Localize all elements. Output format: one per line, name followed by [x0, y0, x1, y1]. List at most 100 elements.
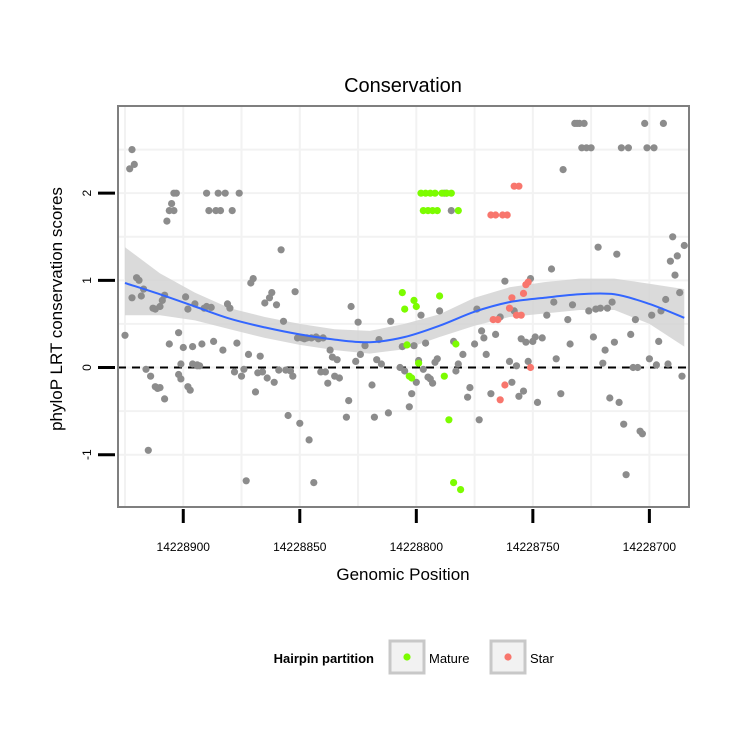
point-other: [620, 420, 628, 428]
point-other: [487, 390, 495, 398]
point-other: [135, 276, 143, 284]
point-other: [512, 362, 521, 370]
point-other: [198, 340, 206, 348]
x-tick-label: 14228700: [623, 540, 677, 554]
point-other: [587, 144, 595, 152]
point-other: [585, 307, 593, 315]
point-other: [601, 346, 609, 354]
point-other: [408, 390, 416, 398]
axes: 14228900 14228850 14228800 14228750 14228700…: [80, 190, 676, 554]
point-other: [373, 356, 381, 364]
point-other: [538, 334, 546, 342]
point-other: [384, 409, 392, 417]
panel-border: [117, 105, 690, 508]
point-mature: [452, 340, 460, 348]
point-other: [175, 329, 183, 337]
point-mature: [436, 292, 444, 300]
point-other: [547, 265, 556, 273]
point-other: [613, 250, 621, 258]
point-other: [624, 144, 633, 152]
legend: Hairpin partition Mature Star: [274, 639, 555, 675]
point-other: [203, 189, 211, 197]
point-other: [655, 337, 663, 345]
point-mature: [440, 372, 448, 380]
point-other: [233, 339, 241, 347]
point-other: [666, 257, 675, 265]
point-other: [333, 356, 341, 364]
point-other: [279, 317, 288, 325]
points-layer: [121, 119, 688, 494]
point-other: [335, 374, 343, 382]
point-other: [147, 372, 155, 380]
point-mature: [401, 305, 409, 313]
point-other: [505, 357, 514, 365]
point-other: [466, 384, 474, 392]
point-other: [641, 119, 649, 127]
point-other: [310, 479, 318, 487]
point-other: [356, 350, 364, 358]
point-other: [156, 302, 164, 311]
point-other: [648, 311, 656, 319]
point-other: [482, 350, 490, 358]
point-mature: [445, 416, 453, 424]
point-other: [345, 397, 353, 405]
point-star: [503, 211, 511, 219]
y-tick-label: -1: [80, 449, 94, 460]
point-other: [368, 381, 376, 389]
point-other: [305, 436, 313, 444]
point-star: [492, 211, 500, 219]
point-other: [163, 217, 171, 225]
point-other: [172, 189, 180, 197]
point-other: [564, 316, 572, 324]
point-other: [594, 243, 602, 251]
point-other: [634, 363, 642, 372]
point-other: [522, 338, 530, 346]
point-other: [261, 299, 269, 307]
point-mature: [398, 289, 406, 297]
point-other: [137, 292, 145, 300]
chart-title: Conservation: [344, 75, 462, 97]
point-other: [230, 368, 239, 376]
point-mature: [415, 359, 423, 367]
point-other: [659, 119, 668, 127]
point-star: [519, 289, 528, 297]
point-other: [186, 386, 194, 394]
y-tick-label: 2: [80, 190, 94, 197]
point-star: [508, 294, 516, 302]
point-other: [422, 339, 430, 347]
legend-dot-mature: [403, 653, 411, 661]
point-other: [580, 119, 588, 127]
point-other: [210, 337, 218, 345]
point-other: [645, 355, 654, 363]
point-mature: [447, 189, 455, 197]
point-other: [492, 330, 500, 338]
point-other: [256, 352, 264, 360]
point-other: [459, 350, 467, 358]
point-other: [370, 413, 378, 421]
point-other: [235, 189, 243, 197]
point-other: [599, 359, 607, 367]
point-other: [452, 367, 460, 375]
point-mature: [457, 486, 465, 494]
point-star: [505, 304, 514, 312]
point-other: [128, 146, 136, 154]
point-other: [354, 318, 362, 326]
smooth-line: [124, 282, 685, 344]
point-other: [242, 477, 250, 485]
point-other: [277, 246, 285, 254]
point-other: [410, 342, 418, 350]
point-other: [182, 293, 190, 301]
point-star: [496, 396, 504, 404]
point-other: [559, 166, 567, 174]
point-other: [652, 361, 661, 369]
point-other: [161, 395, 169, 403]
point-other: [622, 471, 630, 479]
point-other: [552, 355, 560, 363]
point-mature: [403, 341, 411, 349]
y-tick-label: 1: [80, 277, 94, 284]
point-other: [417, 311, 425, 319]
point-other: [568, 301, 577, 309]
point-other: [321, 368, 329, 376]
point-star: [494, 316, 502, 324]
point-other: [170, 207, 178, 215]
